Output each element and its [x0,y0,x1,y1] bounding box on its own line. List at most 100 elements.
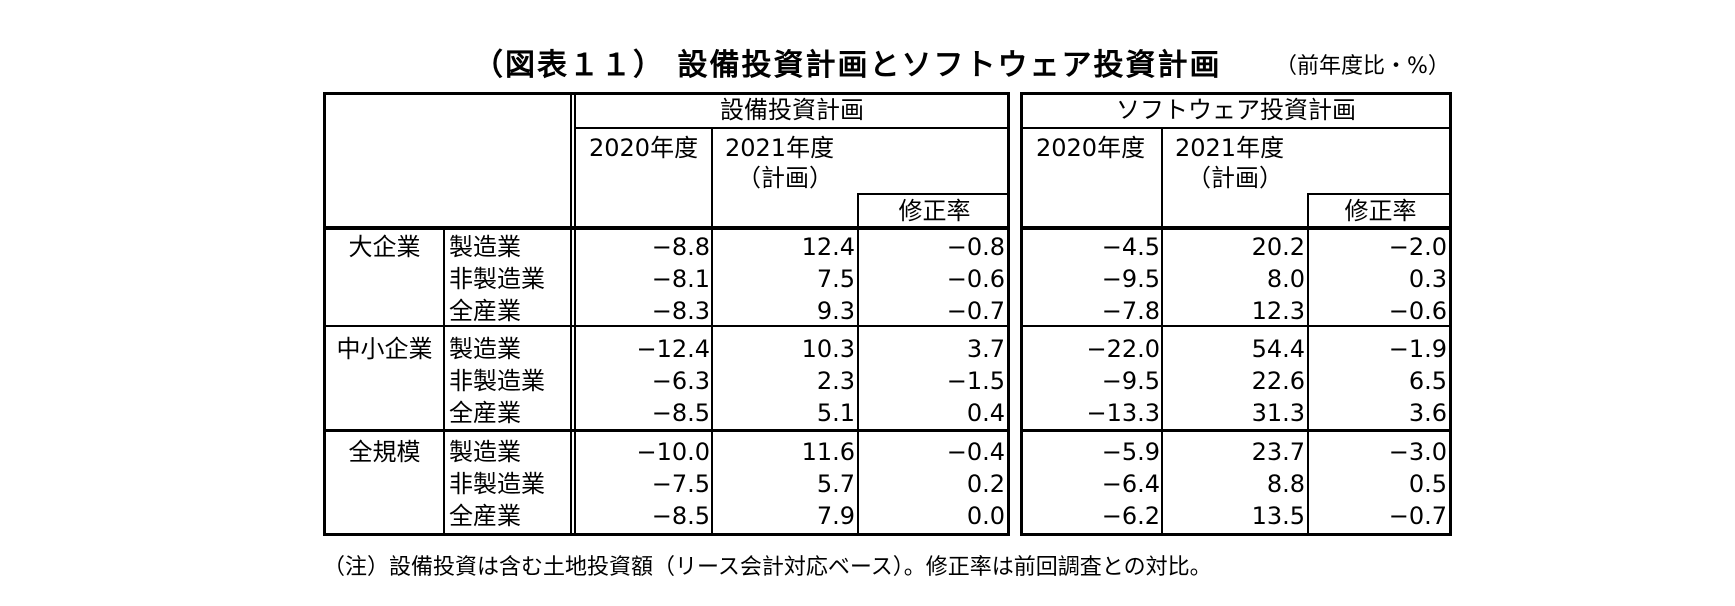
grid-line [857,194,859,536]
value-cell: 5.1 [816,399,855,427]
industry-label: 製造業 [449,438,521,466]
value-cell: −0.7 [1388,502,1447,530]
grid-line [443,227,445,536]
grid-line [857,193,1010,195]
value-cell: 7.5 [816,265,855,293]
grid-line [323,226,1010,228]
left-table-frame [323,92,1010,536]
industry-label: 製造業 [449,335,521,363]
value-cell: 6.5 [1408,367,1447,395]
value-cell: 9.3 [816,297,855,325]
grid-line [1020,226,1452,228]
industry-label: 全産業 [449,502,521,530]
header-plan: （計画） [737,164,833,192]
value-cell: −7.8 [1101,297,1160,325]
value-cell: 0.0 [966,502,1005,530]
value-cell: −8.8 [651,233,710,261]
industry-label: 製造業 [449,233,521,261]
value-cell: −22.0 [1086,335,1160,363]
value-cell: 2.3 [816,367,855,395]
grid-line [1161,128,1163,536]
value-cell: 10.3 [801,335,855,363]
industry-label: 全産業 [449,297,521,325]
value-cell: 0.2 [966,470,1005,498]
value-cell: −2.0 [1388,233,1447,261]
size-all-firms: 全規模 [348,438,421,466]
value-cell: −8.5 [651,399,710,427]
unit-label: （前年度比・%） [1275,54,1450,79]
value-cell: −3.0 [1388,438,1447,466]
header-revision-rate: 修正率 [1344,197,1417,225]
grid-line [1020,429,1452,432]
value-cell: −0.6 [946,265,1005,293]
value-cell: 3.7 [966,335,1005,363]
size-large-firms: 大企業 [348,233,421,261]
value-cell: 22.6 [1251,367,1305,395]
value-cell: −6.4 [1101,470,1160,498]
industry-label: 非製造業 [449,265,545,293]
industry-label: 全産業 [449,399,521,427]
value-cell: −8.1 [651,265,710,293]
industry-label: 非製造業 [449,470,545,498]
header-plan: （計画） [1187,164,1283,192]
value-cell: 54.4 [1251,335,1305,363]
value-cell: 3.6 [1408,399,1447,427]
value-cell: 5.7 [816,470,855,498]
size-sme: 中小企業 [336,335,433,363]
value-cell: −13.3 [1086,399,1160,427]
value-cell: −6.2 [1101,502,1160,530]
value-cell: 8.0 [1266,265,1305,293]
value-cell: −4.5 [1101,233,1160,261]
value-cell: −5.9 [1101,438,1160,466]
header-fy2020: 2020年度 [1036,134,1146,162]
value-cell: 13.5 [1251,502,1305,530]
footnote: （注）設備投資は含む土地投資額（リース会計対応ベース）。修正率は前回調査との対比… [323,555,1212,580]
value-cell: −0.8 [946,233,1005,261]
grid-line [323,228,1010,230]
grid-line [711,128,713,536]
value-cell: −1.9 [1388,335,1447,363]
value-cell: −9.5 [1101,367,1160,395]
value-cell: −0.4 [946,438,1005,466]
right-table-frame [1020,92,1452,536]
header-capex-plan: 設備投資計画 [720,96,864,124]
value-cell: 12.4 [801,233,855,261]
header-fy2021: 2021年度 [725,134,835,162]
header-software-plan: ソフトウェア投資計画 [1116,96,1356,124]
grid-line [1020,228,1452,230]
header-revision-rate: 修正率 [898,197,971,225]
value-cell: −12.4 [636,335,710,363]
value-cell: −10.0 [636,438,710,466]
grid-line [574,127,1010,129]
grid-line [574,92,576,536]
value-cell: −8.3 [651,297,710,325]
value-cell: 8.8 [1266,470,1305,498]
value-cell: 23.7 [1251,438,1305,466]
value-cell: 31.3 [1251,399,1305,427]
industry-label: 非製造業 [449,367,545,395]
grid-line [323,429,1010,432]
value-cell: 20.2 [1251,233,1305,261]
grid-line [1020,127,1452,129]
grid-line [1307,193,1452,195]
value-cell: −1.5 [946,367,1005,395]
grid-line [1307,194,1309,536]
grid-line [570,92,572,536]
value-cell: 11.6 [801,438,855,466]
header-fy2020: 2020年度 [589,134,699,162]
value-cell: 12.3 [1251,297,1305,325]
grid-line [323,325,1010,327]
figure-title: （図表１１） 設備投資計画とソフトウェア投資計画 [473,48,1222,83]
value-cell: −6.3 [651,367,710,395]
value-cell: −9.5 [1101,265,1160,293]
value-cell: −8.5 [651,502,710,530]
value-cell: 0.5 [1408,470,1447,498]
value-cell: −0.7 [946,297,1005,325]
header-fy2021: 2021年度 [1175,134,1285,162]
value-cell: 0.3 [1408,265,1447,293]
value-cell: −7.5 [651,470,710,498]
value-cell: −0.6 [1388,297,1447,325]
value-cell: 0.4 [966,399,1005,427]
value-cell: 7.9 [816,502,855,530]
grid-line [1020,325,1452,327]
